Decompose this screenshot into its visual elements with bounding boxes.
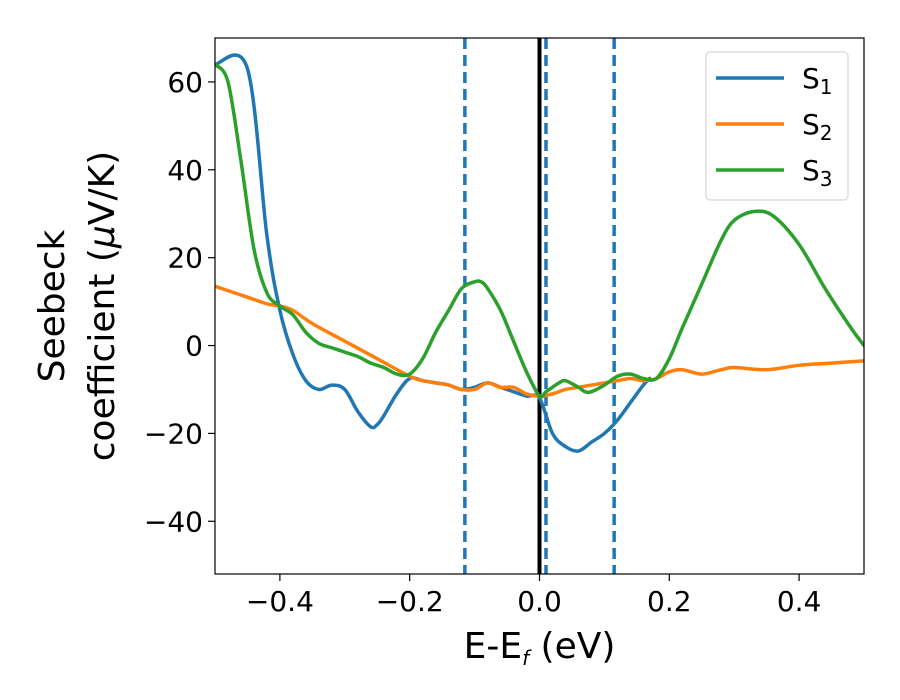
- y-axis-title: Seebeck coefficient (μV/K): [32, 151, 123, 461]
- x-tick-label: 0.2: [647, 585, 692, 618]
- x-tick-label: 0.4: [777, 585, 822, 618]
- legend-label-s3: S3: [802, 154, 833, 191]
- y-tick-label: 20: [167, 242, 203, 275]
- legend-label-s1: S1: [802, 62, 833, 99]
- x-tick-label: −0.4: [246, 585, 314, 618]
- x-axis-title: E-Ef (eV): [464, 626, 616, 670]
- legend: S1 S2 S3: [705, 51, 849, 201]
- x-axis-ticks: −0.4 −0.2 0.0 0.2 0.4: [246, 574, 821, 618]
- y-axis-ticks: −40 −20 0 20 40 60: [144, 66, 215, 538]
- y-tick-label: 0: [185, 330, 203, 363]
- y-tick-label: 60: [167, 66, 203, 99]
- series-line-s3: [215, 62, 864, 399]
- legend-label-s2: S2: [802, 108, 833, 145]
- series-lines: [215, 53, 864, 453]
- y-tick-label: −40: [144, 505, 203, 538]
- y-tick-label: −20: [144, 417, 203, 450]
- legend-box: [705, 51, 849, 201]
- y-axis-title-line-1: Seebeck: [32, 229, 73, 382]
- y-tick-label: 40: [167, 154, 203, 187]
- x-tick-label: −0.2: [376, 585, 444, 618]
- vertical-reference-lines: [463, 38, 616, 574]
- y-axis-title-line-2: coefficient (μV/K): [82, 151, 123, 461]
- x-tick-label: 0.0: [517, 585, 562, 618]
